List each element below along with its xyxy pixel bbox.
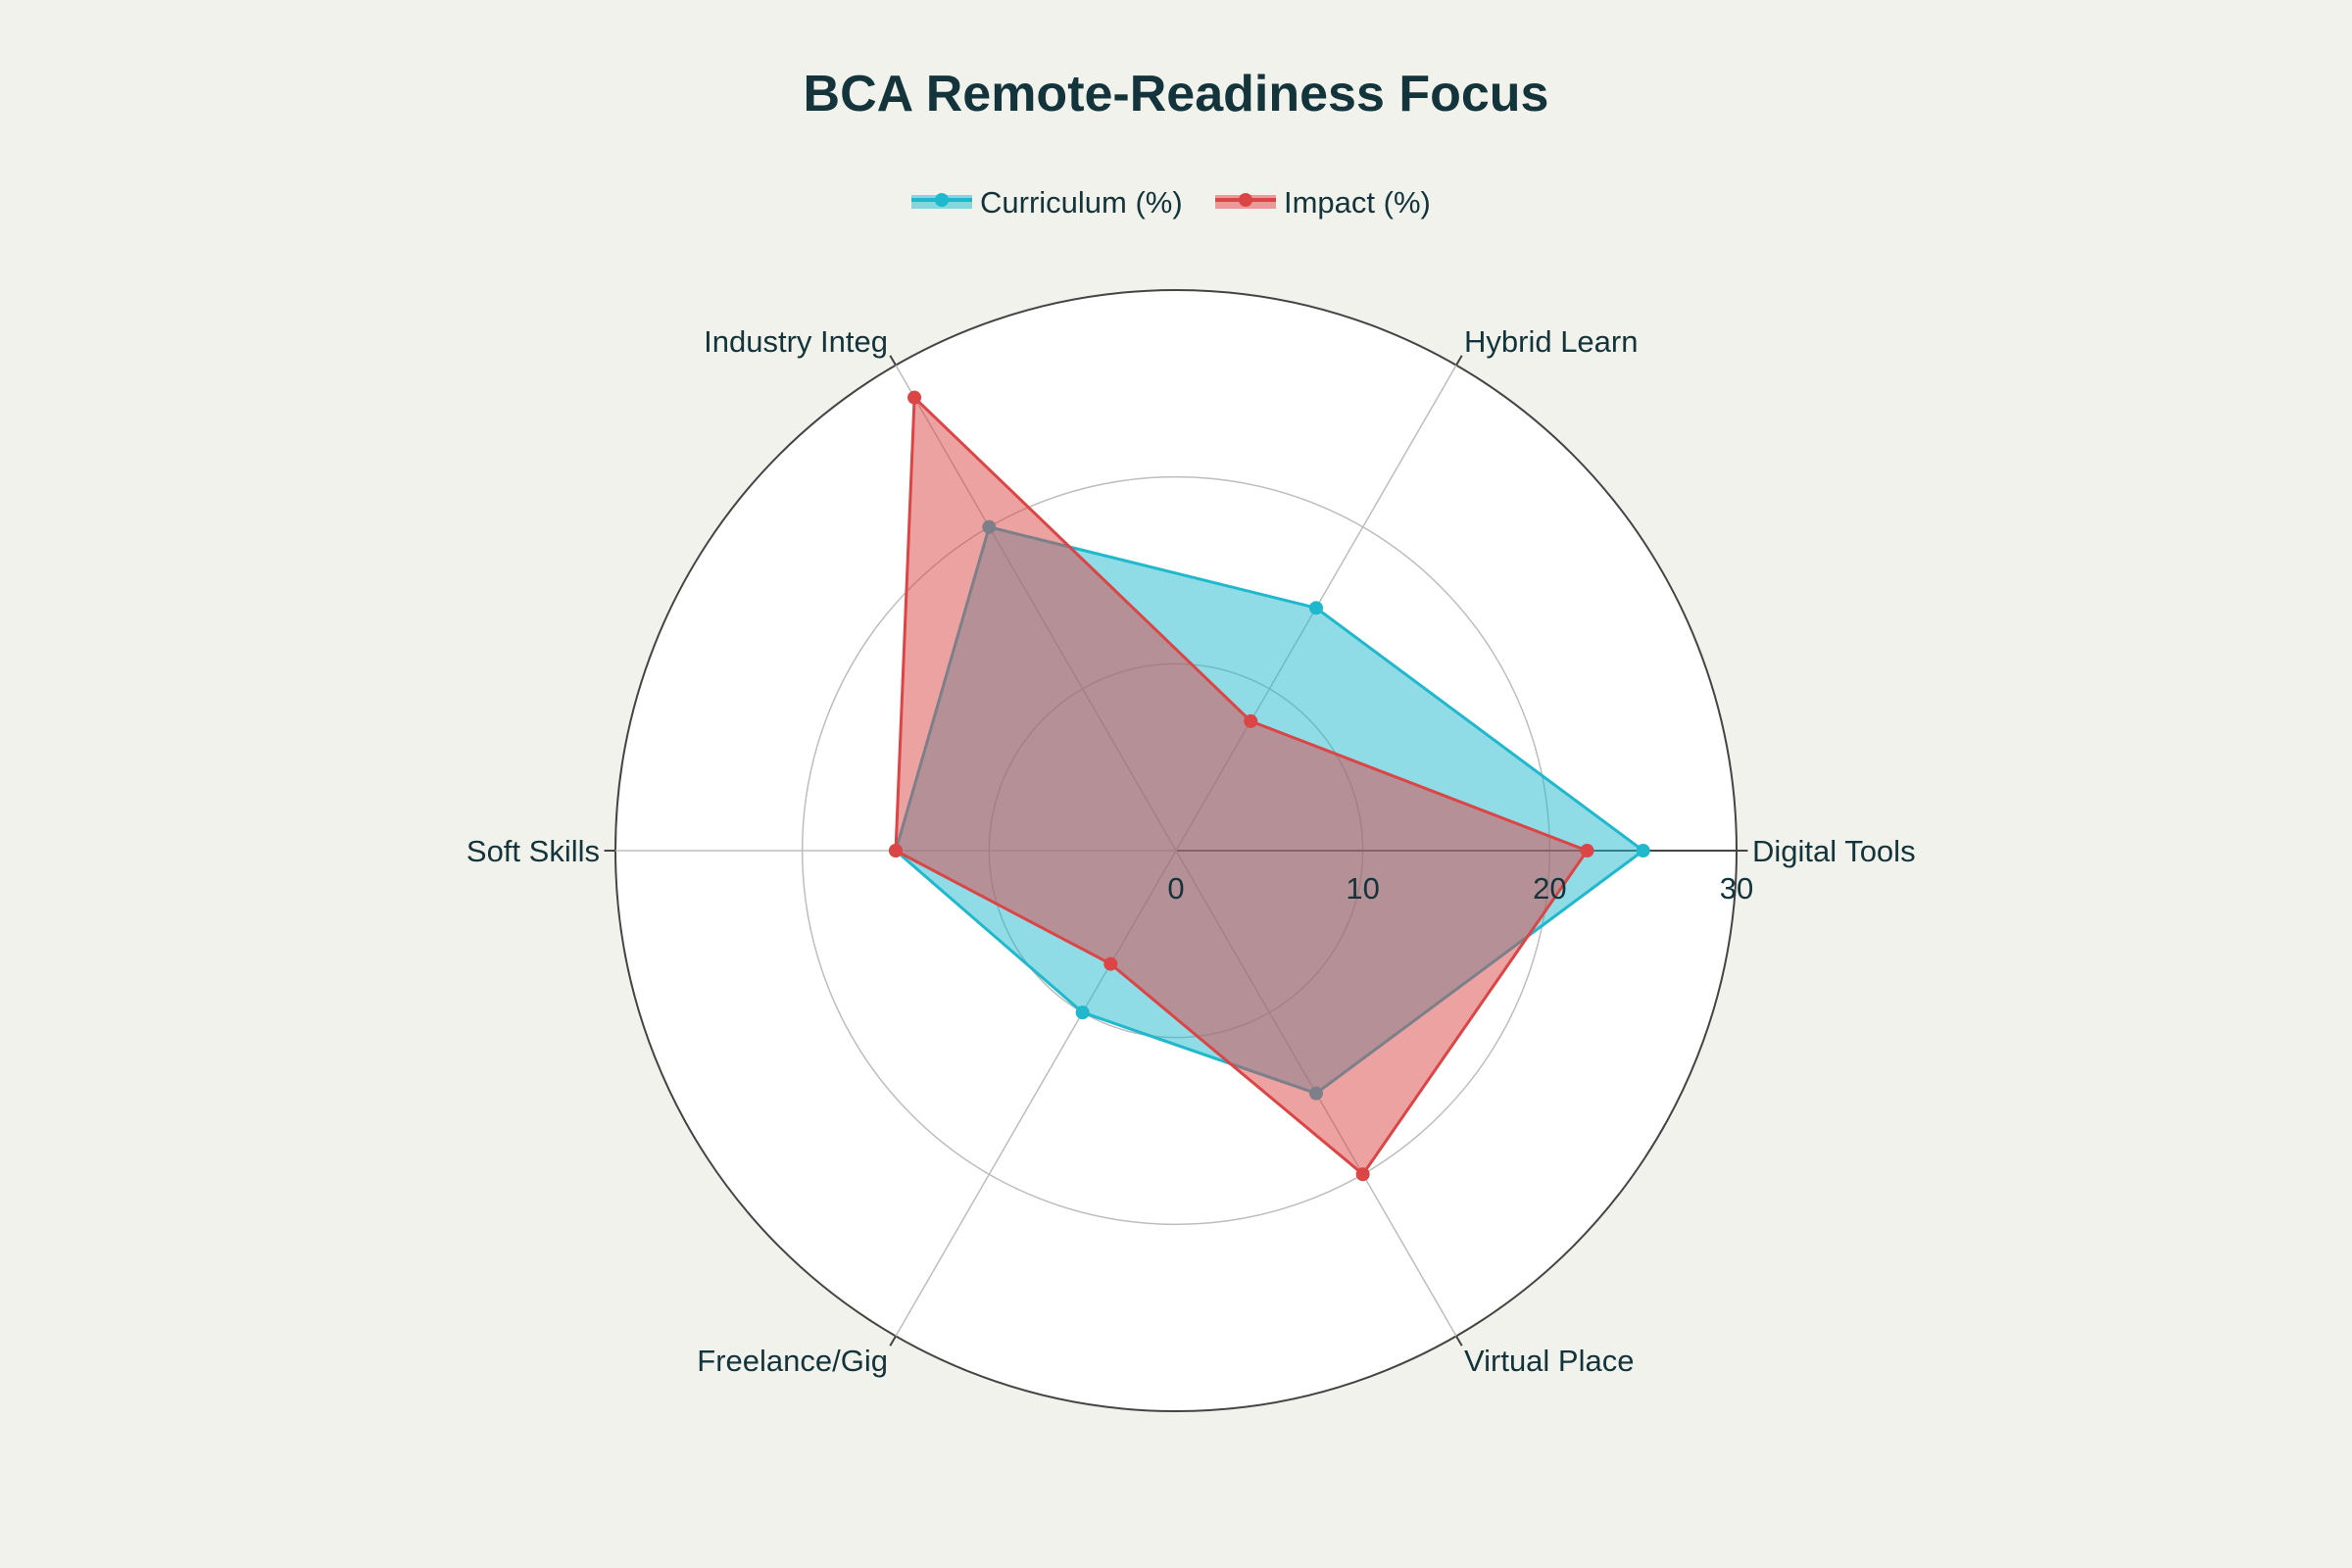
data-point [1309,601,1323,615]
legend-item: Curriculum (%) [911,185,1183,220]
data-point [1355,1167,1370,1182]
data-point [1636,844,1650,858]
data-point [1244,713,1258,728]
series-1 [889,390,1594,1182]
axis-label: Digital Tools [1752,834,1916,868]
radial-tick-label: 10 [1346,871,1379,906]
legend-label: Impact (%) [1284,185,1431,220]
radial-tick-label: 0 [1167,871,1184,906]
radial-tick-label: 20 [1533,871,1566,906]
legend-marker [1239,193,1252,207]
axis-label: Virtual Place [1464,1344,1634,1378]
series-layer [889,390,1650,1182]
chart-title: BCA Remote-Readiness Focus [804,66,1549,122]
legend-marker [935,193,949,207]
legend: Curriculum (%) Impact (%) [911,185,1431,220]
data-point [1580,844,1594,858]
axis-label: Freelance/Gig [697,1344,888,1378]
axis-label: Industry Integ [704,324,888,359]
axis-labels: Digital Tools Hybrid Learn Industry Integ S… [466,324,1916,1378]
legend-label: Curriculum (%) [980,185,1183,220]
radial-tick-label: 30 [1720,871,1753,906]
axis-tick-mark [889,355,897,367]
data-point [1075,1005,1090,1020]
data-point [1103,956,1118,971]
axis-tick-mark [889,1335,897,1347]
data-point [889,844,903,858]
axis-tick-mark [1455,1335,1463,1347]
axis-tick-mark [1455,355,1463,367]
tick-labels: 0 10 20 30 [1167,871,1753,906]
data-point [907,390,922,405]
axis-label: Soft Skills [466,834,600,868]
legend-item: Impact (%) [1215,185,1431,220]
axis-label: Hybrid Learn [1464,324,1638,359]
